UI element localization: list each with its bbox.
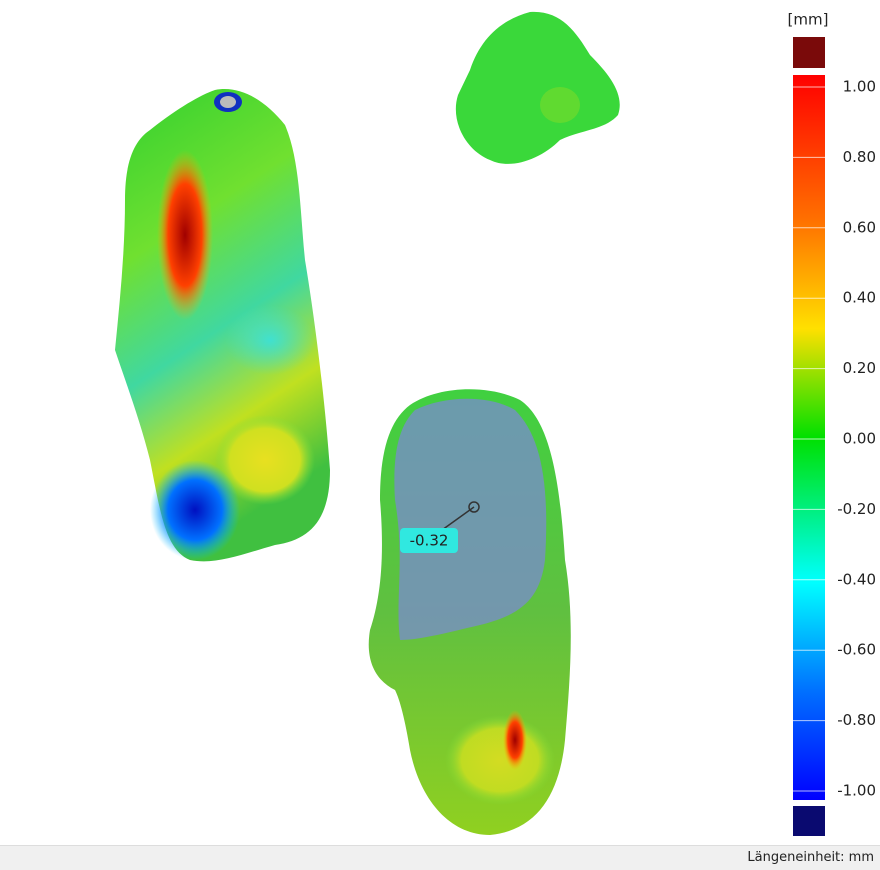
patch	[503, 710, 527, 770]
app: -0.32 [mm] 1.00 0.80 0.60 0.40 0.20 0.00 -0.20…	[0, 0, 880, 870]
tick-label: -0.20	[837, 500, 876, 518]
tick-label: -0.80	[837, 711, 876, 729]
color-bar	[793, 75, 825, 800]
tick-label: 0.80	[843, 148, 876, 166]
tick-label: -0.40	[837, 570, 876, 588]
region-selection	[394, 399, 546, 640]
tick-label: -0.60	[837, 641, 876, 659]
tooth-top	[456, 12, 620, 164]
page: Deviation map {"legend": {"unit": "[mm]"…	[0, 0, 880, 870]
patch	[157, 150, 213, 320]
tick-label: 0.00	[843, 430, 876, 448]
annotation-label: -0.32	[410, 532, 449, 550]
above-range-swatch	[793, 37, 825, 68]
tick-label: 0.40	[843, 289, 876, 307]
legend-unit: [mm]	[788, 11, 829, 29]
tick-label: 1.00	[843, 78, 876, 96]
below-range-swatch	[793, 806, 825, 836]
patch	[150, 460, 240, 560]
viewport: -0.32 [mm] 1.00 0.80 0.60 0.40 0.20 0.00 -0.20…	[0, 0, 880, 845]
shade	[540, 87, 580, 123]
status-bar: Längeneinheit: mm	[0, 845, 880, 870]
status-text: Längeneinheit: mm	[747, 850, 874, 865]
tick-label: -1.00	[837, 782, 876, 800]
patch	[220, 96, 236, 108]
patch	[225, 305, 315, 375]
patch	[445, 715, 555, 805]
tick-label: 0.20	[843, 359, 876, 377]
tick-label: 0.60	[843, 218, 876, 236]
